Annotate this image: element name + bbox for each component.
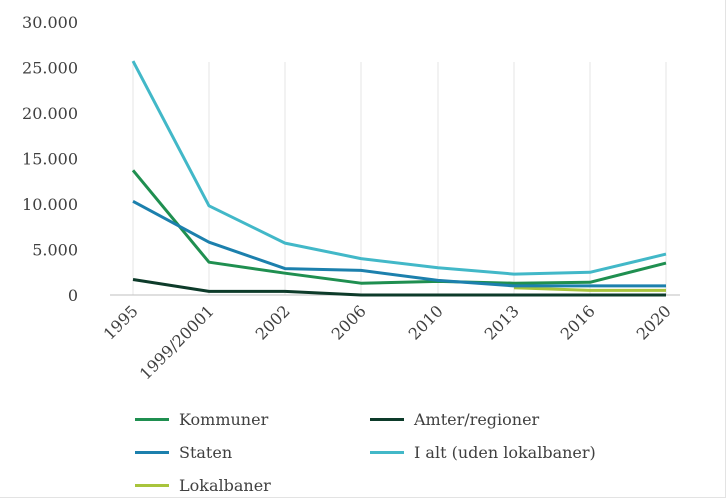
legend-swatch — [135, 483, 169, 487]
legend-item: I alt (uden lokalbaner) — [370, 441, 596, 463]
legend-label: Amter/regioner — [414, 409, 540, 429]
series-lines — [131, 60, 667, 297]
grid-lines — [132, 62, 667, 295]
y-tick-label: 10.000 — [22, 195, 78, 214]
series-line-staten — [132, 199, 666, 288]
y-tick-label: 0 — [68, 286, 78, 305]
x-tick-label: 2002 — [252, 301, 294, 343]
legend-label: Staten — [179, 442, 233, 462]
legend-swatch — [135, 450, 169, 454]
y-tick-label: 20.000 — [22, 104, 78, 123]
series-line-kommuner — [131, 169, 667, 285]
x-tick-label: 2020 — [633, 301, 675, 343]
legend-label: I alt (uden lokalbaner) — [414, 442, 596, 462]
legend-item: Kommuner — [135, 408, 268, 430]
legend-swatch — [370, 417, 404, 421]
series-line-amter-regioner — [132, 278, 666, 297]
x-tick-label: 2006 — [328, 301, 370, 343]
series-line-i-alt-uden-lokalbaner — [131, 60, 667, 276]
x-tick-label: 2013 — [481, 301, 523, 343]
series-line-lokalbaner — [513, 286, 666, 292]
x-tick-label: 2010 — [405, 301, 447, 343]
legend-item: Staten — [135, 441, 232, 463]
legend-label: Kommuner — [179, 409, 269, 429]
line-chart: 0 5.000 10.000 15.000 20.000 25.000 30.000 199… — [22, 13, 680, 383]
x-tick-label: 1999/20001 — [136, 301, 218, 383]
legend-item: Amter/regioner — [370, 408, 539, 430]
y-tick-label: 30.000 — [22, 13, 78, 32]
y-tick-label: 15.000 — [22, 150, 78, 169]
legend-swatch — [135, 417, 169, 421]
legend-label: Lokalbaner — [179, 475, 271, 495]
legend-swatch — [370, 450, 404, 454]
y-tick-label: 25.000 — [22, 59, 78, 78]
x-tick-label: 1995 — [100, 301, 142, 343]
legend-item: Lokalbaner — [135, 474, 271, 496]
y-axis-ticks: 0 5.000 10.000 15.000 20.000 25.000 30.000 — [22, 13, 78, 305]
y-tick-label: 5.000 — [32, 241, 78, 260]
x-tick-label: 2016 — [557, 301, 599, 343]
